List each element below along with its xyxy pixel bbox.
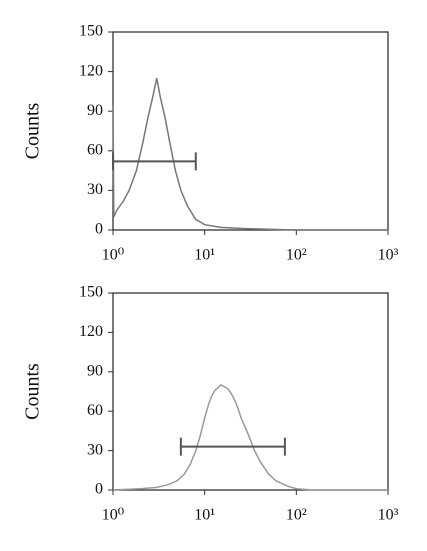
x-tick-label: 10⁰	[102, 507, 124, 524]
histogram-line	[112, 78, 388, 231]
y-tick-label: 60	[87, 141, 103, 158]
plot-frame	[112, 31, 389, 231]
x-tick-label: 10⁰	[102, 247, 124, 264]
x-tick-label: 10²	[286, 507, 307, 524]
y-tick-label: 30	[87, 181, 103, 198]
y-axis-label: Counts	[22, 102, 44, 159]
y-tick-label: 120	[79, 62, 103, 79]
y-tick-label: 90	[87, 362, 103, 379]
x-tick-label: 10¹	[194, 507, 215, 524]
x-tick-label: 10³	[378, 507, 399, 524]
y-tick-label: 150	[79, 23, 103, 40]
y-tick-label: 120	[79, 323, 103, 340]
plot-frame	[112, 292, 389, 491]
y-tick-label: 150	[79, 284, 103, 301]
y-tick-label: 0	[95, 481, 103, 498]
y-tick-label: 60	[87, 402, 103, 419]
x-tick-label: 10¹	[194, 247, 215, 264]
y-tick-label: 0	[95, 221, 103, 238]
y-axis-label: Counts	[22, 363, 44, 420]
y-tick-label: 90	[87, 102, 103, 119]
x-tick-label: 10³	[378, 247, 399, 264]
histogram-line	[112, 383, 388, 491]
x-tick-label: 10²	[286, 247, 307, 264]
y-tick-label: 30	[87, 441, 103, 458]
